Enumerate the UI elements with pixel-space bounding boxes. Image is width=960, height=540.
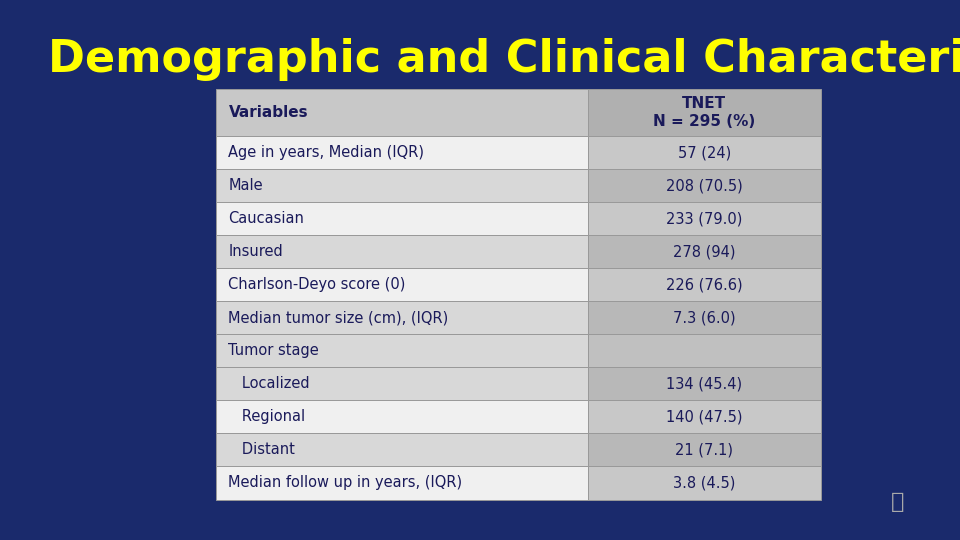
- Text: Caucasian: Caucasian: [228, 211, 304, 226]
- Text: Male: Male: [228, 178, 263, 193]
- Text: Demographic and Clinical Characteristics: Demographic and Clinical Characteristics: [48, 38, 960, 81]
- Text: Distant: Distant: [228, 442, 296, 457]
- Text: Age in years, Median (IQR): Age in years, Median (IQR): [228, 145, 424, 160]
- Text: Regional: Regional: [228, 409, 305, 424]
- Text: Median tumor size (cm), (IQR): Median tumor size (cm), (IQR): [228, 310, 448, 326]
- Text: Tumor stage: Tumor stage: [228, 343, 320, 359]
- Text: 140 (47.5): 140 (47.5): [666, 409, 743, 424]
- Text: 208 (70.5): 208 (70.5): [666, 178, 743, 193]
- Text: 🔊: 🔊: [891, 492, 904, 512]
- Text: TNET
N = 295 (%): TNET N = 295 (%): [653, 96, 756, 130]
- Text: 21 (7.1): 21 (7.1): [676, 442, 733, 457]
- Text: 134 (45.4): 134 (45.4): [666, 376, 742, 392]
- Text: 233 (79.0): 233 (79.0): [666, 211, 743, 226]
- Text: 3.8 (4.5): 3.8 (4.5): [673, 476, 735, 490]
- Text: 226 (76.6): 226 (76.6): [666, 278, 743, 292]
- Text: Charlson-Deyo score (0): Charlson-Deyo score (0): [228, 278, 406, 292]
- Text: Variables: Variables: [228, 105, 308, 120]
- Text: Median follow up in years, (IQR): Median follow up in years, (IQR): [228, 476, 463, 490]
- Text: Insured: Insured: [228, 245, 283, 259]
- Text: Localized: Localized: [228, 376, 310, 392]
- Text: 57 (24): 57 (24): [678, 145, 731, 160]
- Text: 278 (94): 278 (94): [673, 245, 735, 259]
- Text: 7.3 (6.0): 7.3 (6.0): [673, 310, 735, 326]
